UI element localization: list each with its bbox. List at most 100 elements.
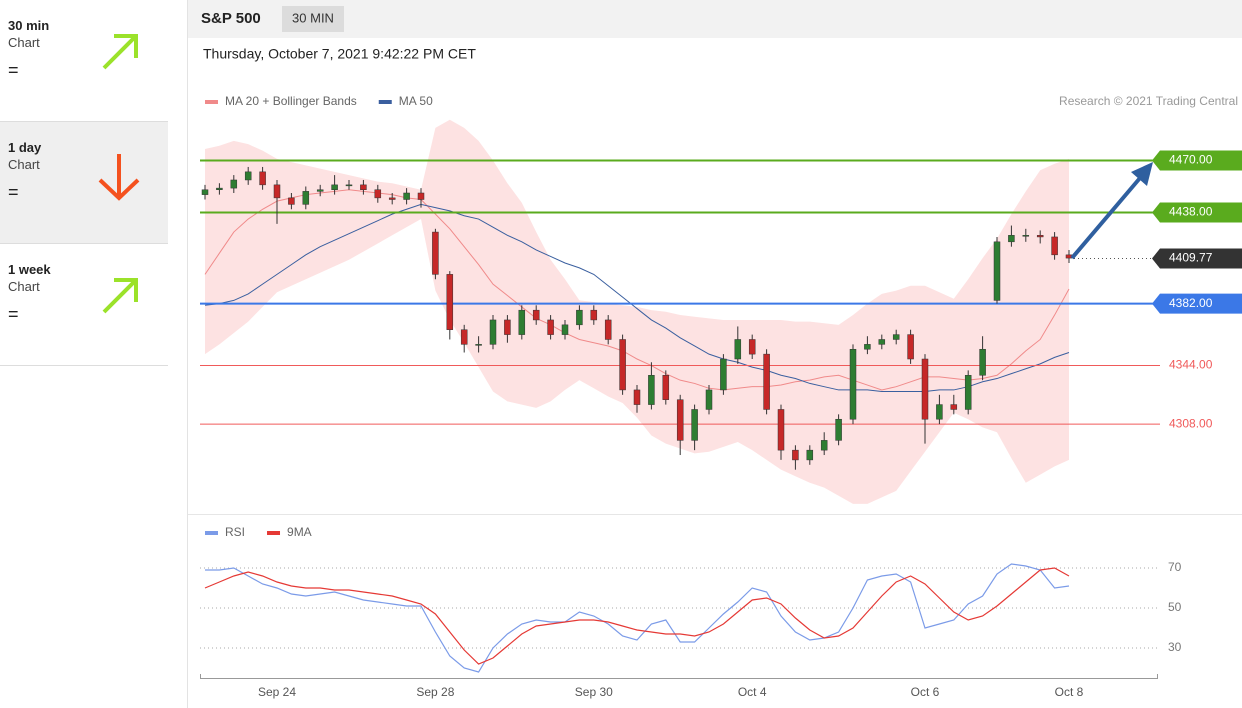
x-tick-label: Sep 30 — [575, 685, 613, 699]
candle-body — [936, 404, 943, 420]
candle-body — [979, 348, 986, 376]
level-box — [1152, 293, 1242, 314]
candle-body — [763, 353, 770, 410]
candle-body — [331, 184, 338, 190]
candle-body — [748, 339, 756, 355]
candle-body — [921, 358, 929, 420]
signal-item[interactable]: 1 day Chart = — [0, 122, 168, 244]
rsi-plot: 70 50 30 RSI 9MA — [200, 525, 1182, 673]
candle-body — [446, 274, 454, 330]
y-tick-label: 50 — [1168, 600, 1182, 614]
candle-body — [432, 231, 439, 275]
candle-body — [1051, 236, 1058, 256]
candle-body — [576, 309, 583, 326]
y-tick-label: 70 — [1168, 560, 1182, 574]
status: = — [8, 304, 19, 324]
signal-item[interactable]: 30 min Chart = — [0, 0, 168, 122]
candle-body — [316, 189, 324, 192]
candle-body — [864, 344, 871, 350]
candle-body — [777, 409, 785, 451]
y-tick-label: 30 — [1168, 640, 1182, 654]
candle-body — [345, 184, 353, 187]
date: Thursday, October 7, 2021 9:42:22 PM CET — [203, 46, 476, 62]
level-label: 4308.00 — [1169, 416, 1213, 430]
candle-body — [1036, 235, 1044, 238]
x-tick-label: Oct 8 — [1055, 685, 1084, 699]
candle-body — [648, 375, 655, 405]
candle-body — [619, 339, 626, 391]
target-arrow — [1070, 176, 1142, 260]
target-arrow-head — [1131, 162, 1153, 186]
candle-body — [662, 375, 670, 400]
candle-body — [1022, 235, 1030, 237]
source: Research © 2021 Trading Central — [1059, 94, 1238, 108]
candle-body — [273, 184, 281, 199]
last-price-label: 4409.77 — [1169, 251, 1213, 265]
candle-body — [1008, 235, 1015, 243]
last-price-box — [1152, 248, 1242, 269]
candle-body — [417, 192, 425, 200]
candle-body — [547, 319, 554, 335]
candle-body — [734, 339, 742, 360]
candle-body — [518, 309, 526, 335]
legend-swatch — [378, 100, 392, 104]
up-arrow — [102, 34, 138, 70]
chart-link[interactable]: Chart — [8, 35, 40, 50]
x-tick-label: Oct 6 — [911, 685, 940, 699]
candle-body — [806, 449, 814, 461]
candle-body — [216, 187, 223, 190]
legend-swatch — [267, 531, 281, 535]
candle-body — [230, 179, 238, 189]
level-label: 4470.00 — [1169, 153, 1213, 167]
x-tick-label: Oct 4 — [738, 685, 767, 699]
level-box — [1152, 150, 1242, 171]
candle-body — [892, 334, 900, 340]
symbol: S&P 500 — [201, 10, 261, 27]
candle-body — [835, 418, 842, 441]
candle-body — [633, 389, 641, 405]
chart-link[interactable]: Chart — [8, 157, 40, 172]
period: 30 min — [8, 18, 50, 33]
candle-body — [360, 184, 367, 190]
level-label: 4344.00 — [1169, 358, 1213, 372]
down-arrow — [98, 154, 140, 201]
candle-body — [244, 171, 252, 181]
candle-body — [691, 409, 698, 441]
candle-body — [720, 358, 727, 391]
legend-label: MA 50 — [399, 94, 433, 108]
candle-body — [288, 197, 295, 205]
legend-swatch — [205, 531, 218, 535]
period: 1 day — [8, 140, 42, 155]
legend-label: MA 20 + Bollinger Bands — [225, 94, 357, 108]
legend-label: 9MA — [287, 525, 312, 539]
candle-body — [676, 399, 684, 441]
header-bar — [188, 0, 1242, 38]
price-plot: 4470.00 4438.00 4382.00 4344.00 4308.00 4409.… — [200, 94, 1242, 504]
candle-body — [820, 440, 828, 451]
indicator-line — [204, 567, 1070, 665]
signal-item[interactable]: 1 week Chart = — [0, 244, 168, 366]
up-arrow — [102, 278, 138, 314]
candle-body — [604, 319, 612, 340]
candle-body — [403, 192, 410, 200]
candle-body — [201, 189, 209, 195]
candle-body — [374, 189, 382, 199]
status: = — [8, 60, 19, 80]
candle-body — [993, 241, 1001, 301]
chart-link[interactable]: Chart — [8, 279, 40, 294]
interval-box[interactable] — [282, 6, 344, 32]
candle-body — [460, 329, 468, 345]
legend-swatch — [205, 100, 218, 104]
status: = — [8, 182, 19, 202]
sidebar: 30 min Chart = 1 day Chart = 1 week Char… — [0, 0, 168, 366]
candle-body — [705, 389, 713, 410]
interval: 30 MIN — [292, 10, 334, 25]
level-label: 4382.00 — [1169, 296, 1213, 310]
indicator-line — [205, 563, 1070, 673]
candle-body — [561, 324, 569, 335]
candle-body — [259, 171, 266, 186]
candle-body — [504, 319, 511, 335]
period: 1 week — [8, 262, 51, 277]
